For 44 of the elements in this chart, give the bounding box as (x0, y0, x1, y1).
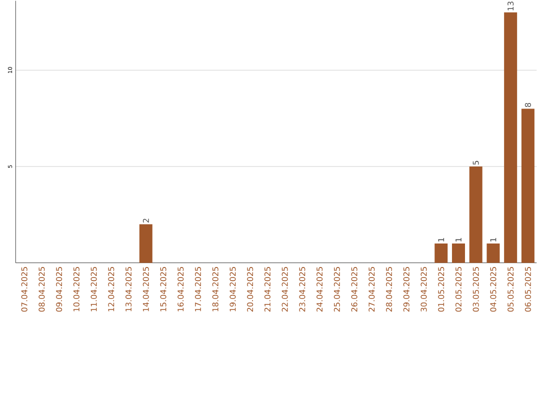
x-tick-label: 07.04.2025 (21, 267, 28, 312)
data-label: 1 (438, 238, 444, 242)
data-label: 1 (456, 238, 462, 242)
x-tick-label: 22.04.2025 (282, 267, 288, 312)
bar (452, 244, 465, 263)
x-tick-label: 25.04.2025 (334, 267, 340, 312)
x-tick-label: 12.04.2025 (108, 267, 114, 312)
x-tick-label: 28.04.2025 (386, 267, 392, 312)
data-label: 8 (524, 103, 531, 108)
x-tick-label: 04.05.2025 (490, 267, 496, 312)
x-tick-label: 18.04.2025 (212, 267, 218, 312)
x-tick-label: 15.04.2025 (160, 267, 166, 312)
x-tick-label: 19.04.2025 (230, 267, 236, 312)
data-label: 5 (472, 161, 479, 165)
x-tick-label: 09.04.2025 (56, 267, 62, 312)
x-tick-label: 01.05.2025 (438, 267, 444, 312)
x-tick-label: 02.05.2025 (455, 267, 462, 312)
x-tick-label: 27.04.2025 (368, 267, 375, 312)
x-tick-label: 13.04.2025 (125, 267, 132, 312)
x-tick-label: 16.04.2025 (178, 267, 184, 312)
x-tick-label: 08.04.2025 (38, 267, 45, 312)
x-tick-label: 30.04.2025 (420, 267, 427, 312)
x-tick-label: 29.04.2025 (403, 267, 410, 312)
x-tick-label: 10.04.2025 (73, 267, 80, 312)
data-label: 13 (508, 2, 514, 10)
data-label: 2 (142, 218, 149, 223)
bar (469, 166, 482, 263)
x-tick-label: 05.05.2025 (508, 267, 514, 312)
bar (434, 244, 448, 263)
x-tick-label: 03.05.2025 (472, 267, 479, 312)
x-tick-label: 21.04.2025 (264, 267, 270, 312)
x-tick-label: 23.04.2025 (299, 267, 306, 312)
x-tick-label: 06.05.2025 (524, 267, 531, 312)
x-tick-label: 11.04.2025 (90, 267, 97, 312)
x-tick-label: 24.04.2025 (316, 267, 323, 312)
bar (504, 12, 518, 263)
x-tick-label: 14.04.2025 (142, 267, 149, 312)
bar (486, 244, 500, 263)
bar (521, 108, 534, 263)
x-tick-label: 20.04.2025 (247, 267, 254, 312)
x-tick-label: 17.04.2025 (194, 267, 202, 312)
data-label: 1 (490, 238, 496, 242)
x-tick-label: 26.04.2025 (351, 267, 358, 312)
bar (139, 224, 152, 263)
